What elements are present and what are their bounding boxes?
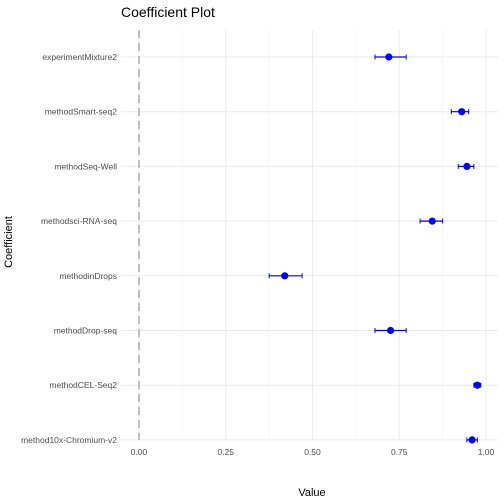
coefficient-point: [385, 53, 393, 61]
coefficient-point: [463, 162, 471, 170]
coefficient-point-group: [457, 162, 475, 170]
x-tick-labels: 0.00 0.25 0.50 0.75 1.00: [131, 447, 495, 457]
y-axis-title: Coefficient: [3, 216, 15, 268]
coefficient-point-group: [268, 272, 303, 280]
grid: [121, 30, 498, 441]
coefficient-marks: [268, 53, 482, 444]
y-tick-label: methodCEL-Seq2: [49, 380, 117, 390]
y-tick-label: methodinDrops: [59, 271, 117, 281]
y-tick-label: methodsci-RNA-seq: [41, 216, 117, 226]
x-tick-label: 0.00: [131, 447, 148, 457]
coefficient-point: [468, 436, 476, 444]
coefficient-point: [473, 381, 481, 389]
y-tick-label: method10x-Chromium-v2: [21, 435, 117, 445]
y-tick-label: experimentMixture2: [42, 52, 117, 62]
coefficient-point-group: [374, 326, 407, 335]
y-tick-labels: experimentMixture2 methodSmart-seq2 method…: [21, 52, 117, 445]
x-tick-label: 0.75: [391, 447, 408, 457]
x-tick-label: 0.25: [217, 447, 234, 457]
x-axis-title: Value: [298, 487, 325, 499]
chart-title: Coefficient Plot: [121, 4, 215, 20]
coefficient-point-group: [374, 53, 407, 61]
y-tick-label: methodSeq-Well: [54, 161, 117, 171]
y-tick-label: methodDrop-seq: [54, 326, 118, 336]
coefficient-point-group: [450, 108, 470, 116]
x-tick-label: 1.00: [478, 447, 495, 457]
coefficient-point-group: [466, 436, 478, 444]
coefficient-point: [386, 326, 395, 335]
coefficient-point: [458, 108, 466, 116]
coefficient-point: [428, 217, 436, 225]
x-tick-label: 0.50: [304, 447, 321, 457]
y-tick-label: methodSmart-seq2: [45, 107, 118, 117]
coefficient-point-group: [473, 381, 482, 389]
coefficient-point-group: [419, 217, 444, 225]
coefficient-point: [281, 272, 289, 280]
